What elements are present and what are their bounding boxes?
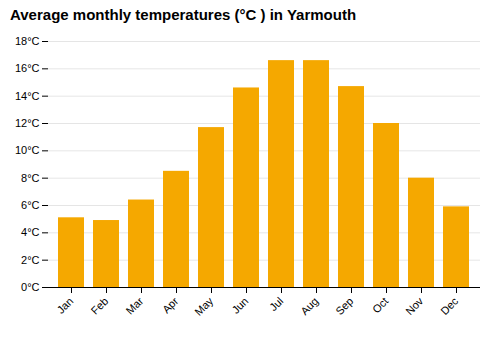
svg-text:Sep: Sep [333, 295, 355, 317]
svg-text:14°C: 14°C [15, 90, 40, 102]
svg-text:Mar: Mar [124, 295, 146, 317]
svg-text:18°C: 18°C [15, 35, 40, 47]
svg-text:6°C: 6°C [21, 199, 40, 211]
svg-text:Jul: Jul [267, 295, 285, 313]
svg-text:Feb: Feb [89, 295, 111, 317]
svg-text:Jan: Jan [54, 295, 75, 316]
svg-text:16°C: 16°C [15, 62, 40, 74]
svg-text:10°C: 10°C [15, 144, 40, 156]
svg-text:May: May [192, 294, 216, 318]
svg-text:8°C: 8°C [21, 172, 40, 184]
svg-text:12°C: 12°C [15, 117, 40, 129]
svg-text:Dec: Dec [438, 294, 461, 317]
svg-text:2°C: 2°C [21, 254, 40, 266]
html-text:Average monthly temperatures (: Average monthly temperatures (°C ) in Ya… [10, 6, 357, 23]
svg-text:0°C: 0°C [21, 281, 40, 293]
svg-text:Nov: Nov [403, 294, 426, 317]
svg-text:Jun: Jun [229, 295, 250, 316]
svg-text:4°C: 4°C [21, 226, 40, 238]
svg-text:Oct: Oct [370, 295, 391, 316]
svg-text:Aug: Aug [298, 295, 320, 317]
svg-text:Apr: Apr [160, 295, 181, 316]
